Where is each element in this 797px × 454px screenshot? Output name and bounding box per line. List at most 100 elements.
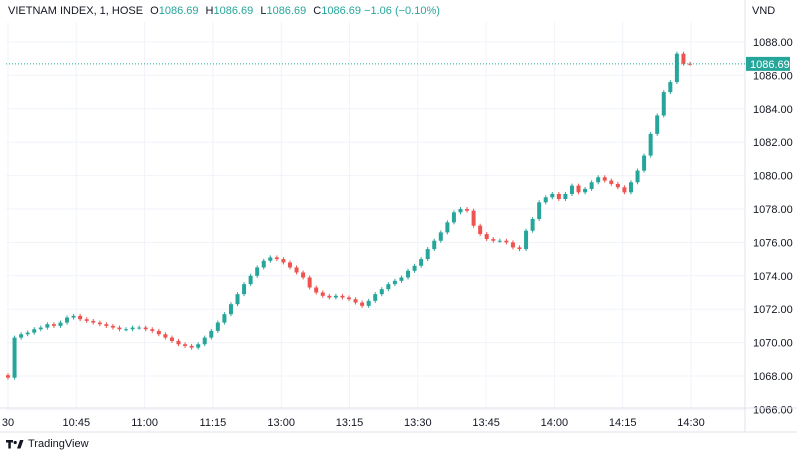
candle-body [524, 230, 529, 250]
candle-body [478, 225, 483, 235]
y-tick-label: 1088.00 [753, 37, 793, 49]
candle-body [143, 327, 148, 330]
y-tick-label: 1082.00 [753, 137, 793, 149]
y-tick-label: 1084.00 [753, 104, 793, 116]
candle-body [327, 295, 332, 298]
candle-body [530, 219, 535, 231]
candle-body [71, 315, 76, 318]
y-tick-label: 1078.00 [753, 204, 793, 216]
candle-body [386, 284, 391, 290]
candle-body [84, 319, 89, 321]
candle-body [373, 294, 378, 301]
candle-body [242, 284, 247, 295]
candle-body [347, 297, 351, 300]
candle-body [97, 322, 102, 325]
candle-body [589, 182, 594, 189]
candle-body [563, 193, 568, 199]
candle-body [45, 324, 50, 328]
candle-body [130, 327, 135, 330]
candle-body [615, 183, 620, 188]
candle-body [169, 337, 174, 341]
legend-low-value: 1086.69 [266, 5, 307, 17]
candle-body [412, 265, 417, 271]
candle-body [340, 295, 345, 298]
candle-body [196, 344, 201, 348]
legend-high-value: 1086.69 [213, 5, 254, 17]
candle-body [301, 272, 306, 278]
candle-body [648, 133, 653, 156]
candle-body [419, 259, 424, 266]
x-tick-label: 13:45 [472, 417, 500, 429]
candle-body [504, 240, 509, 243]
x-tick-label: 13:15 [336, 417, 364, 429]
candle-body [353, 299, 358, 303]
x-tick-label: 13:00 [267, 417, 295, 429]
candle-body [655, 115, 660, 134]
candle-body [399, 277, 404, 281]
candle-body [104, 324, 109, 326]
candle-body [163, 334, 168, 338]
candle-body [255, 267, 260, 276]
candle-body [583, 188, 588, 193]
candle-body [432, 240, 437, 250]
candle-body [596, 177, 601, 183]
legend-low-label: L [260, 5, 267, 17]
candle-body [6, 375, 10, 378]
brand-name: TradingView [28, 438, 89, 450]
x-tick-label: 14:15 [609, 417, 637, 429]
last-price-label-bg [746, 56, 790, 71]
x-tick-label: 13:30 [404, 417, 432, 429]
candle-body [209, 330, 214, 338]
x-tick-label: 14:00 [541, 417, 569, 429]
x-tick-label: 11:15 [200, 417, 227, 429]
candle-body [379, 289, 384, 295]
candle-body [360, 302, 365, 306]
candle-body [438, 232, 443, 241]
candle-body [445, 222, 450, 233]
candle-body [674, 53, 679, 83]
candle-body [25, 332, 30, 335]
candle-body [268, 257, 273, 261]
y-tick-label: 1068.00 [753, 371, 793, 383]
candle-body [471, 210, 476, 226]
candle-body [189, 345, 194, 348]
candle-body [320, 292, 325, 296]
candle-body [281, 259, 286, 263]
candle-body [517, 247, 522, 250]
currency-label: VND [752, 5, 776, 17]
candle-body [110, 325, 115, 328]
candle-body [406, 270, 411, 278]
x-tick-label: 30 [2, 417, 14, 429]
candle-body [294, 267, 299, 273]
candle-body [65, 317, 70, 323]
candle-body [261, 260, 266, 268]
candle-body [451, 212, 456, 223]
candle-body [228, 304, 233, 315]
candle-body [537, 202, 542, 220]
candle-body [58, 322, 63, 326]
candle-body [484, 234, 489, 240]
candle-body [642, 155, 647, 171]
legend-close-value: 1086.69 [321, 5, 361, 17]
candle-body [569, 185, 574, 194]
candle-body [91, 320, 96, 323]
candle-body [628, 182, 633, 193]
y-tick-label: 1072.00 [753, 304, 793, 316]
x-tick-label: 14:30 [677, 417, 705, 429]
legend-close-label: C [313, 5, 322, 17]
candle-body [156, 330, 161, 335]
tradingview-brand[interactable]: TradingView [6, 438, 89, 450]
candle-body [602, 177, 607, 181]
candle-body [661, 92, 666, 116]
legend-open-label: O [150, 5, 159, 17]
candle-body [576, 185, 581, 193]
last-price-label: 1086.69 [750, 59, 790, 71]
candle-body [183, 344, 188, 346]
candle-body [137, 327, 142, 329]
candle-body [124, 329, 129, 331]
candle-body [465, 209, 470, 211]
candle-body [287, 262, 292, 268]
candle-body [510, 242, 515, 248]
